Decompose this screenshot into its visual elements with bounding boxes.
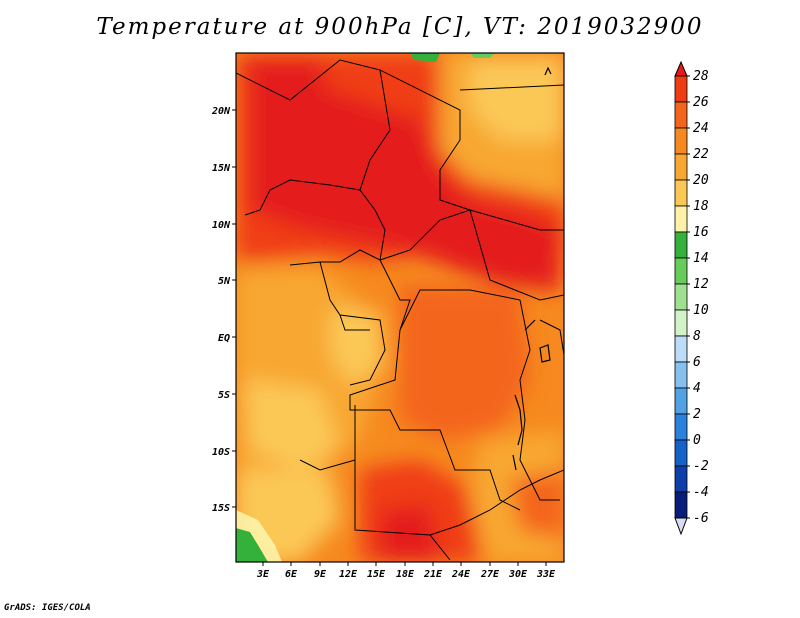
region-gabon xyxy=(330,310,385,385)
colorbar-swatch xyxy=(674,127,688,155)
lon-tick-label: 21E xyxy=(423,569,443,580)
temperature-field xyxy=(236,53,564,562)
colorbar-label: 10 xyxy=(693,303,709,318)
colorbar-label: 26 xyxy=(693,95,709,110)
colorbar-swatch xyxy=(674,491,688,519)
lat-tick-label: 10N xyxy=(212,220,231,231)
region-hot-nw xyxy=(245,60,330,120)
colorbar-label: 12 xyxy=(693,277,709,292)
region-sahel-core xyxy=(250,80,560,290)
colorbar-label: 20 xyxy=(693,173,709,188)
colorbar-swatch xyxy=(674,153,688,181)
lat-tick-label: EQ xyxy=(218,333,230,344)
colorbar-label: 6 xyxy=(693,355,701,370)
colorbar-label: -4 xyxy=(693,485,709,500)
grads-credit: GrADS: IGES/COLA xyxy=(4,603,91,613)
country-borders xyxy=(236,59,564,561)
lon-tick-label: 27E xyxy=(480,569,500,580)
colorbar-swatch xyxy=(674,257,688,285)
colorbar-swatch xyxy=(674,335,688,363)
chart-title: Temperature at 900hPa [C], VT: 201903290… xyxy=(96,14,704,40)
lon-ticks: 3E 6E 9E 12E 15E 18E 21E 24E 27E 30E 33E xyxy=(256,562,556,580)
lon-tick-label: 33E xyxy=(536,569,556,580)
colorbar-swatch xyxy=(674,309,688,337)
lon-tick-label: 3E xyxy=(256,569,270,580)
colorbar-label: 28 xyxy=(693,69,709,84)
colorbar-swatch xyxy=(674,387,688,415)
colorbar-label: 24 xyxy=(693,121,709,136)
colorbar-swatch xyxy=(674,75,688,103)
lakes xyxy=(512,66,552,471)
colorbar-swatch xyxy=(674,231,688,259)
colorbar-swatch xyxy=(674,465,688,493)
region-southwest-yellow xyxy=(236,510,282,562)
colorbar-swatch xyxy=(674,205,688,233)
colorbar-label: 4 xyxy=(693,381,701,396)
colorbar-swatch xyxy=(674,101,688,129)
colorbar-bottom-triangle xyxy=(674,517,688,536)
lat-ticks: 20N 15N 10N 5N EQ 5S 10S 15S xyxy=(211,106,236,514)
colorbar-swatch xyxy=(674,439,688,467)
lon-tick-label: 18E xyxy=(396,569,415,580)
colorbar-top-triangle xyxy=(674,60,688,77)
region-north-green-patch-2 xyxy=(470,53,495,58)
lon-tick-label: 6E xyxy=(285,569,298,580)
lon-tick-label: 12E xyxy=(339,569,358,580)
region-congo-basin xyxy=(400,285,530,440)
colorbar-label: 16 xyxy=(693,225,709,240)
colorbar-label: 0 xyxy=(693,433,701,448)
colorbar-label: 2 xyxy=(693,407,701,422)
colorbar-swatch xyxy=(674,413,688,441)
colorbar-swatch xyxy=(674,283,688,311)
colorbar-swatch xyxy=(674,179,688,207)
region-gulf-coast-light xyxy=(245,380,340,470)
colorbar-label: -6 xyxy=(693,511,709,526)
lat-tick-label: 5N xyxy=(218,276,231,287)
region-southeast-hot xyxy=(510,470,564,540)
map-frame xyxy=(235,52,565,563)
region-north-green-patch xyxy=(410,53,440,62)
region-southwest-corner xyxy=(236,528,268,562)
colorbar-label: 22 xyxy=(693,147,709,162)
lon-tick-label: 30E xyxy=(508,569,528,580)
lon-tick-label: 15E xyxy=(367,569,386,580)
colorbar-label: -2 xyxy=(693,459,709,474)
colorbar-label: 14 xyxy=(693,251,709,266)
lat-tick-label: 10S xyxy=(212,447,230,458)
lat-tick-label: 20N xyxy=(211,106,231,117)
colorbar-label: 18 xyxy=(693,199,709,214)
lat-tick-label: 5S xyxy=(218,390,230,401)
lat-tick-label: 15S xyxy=(212,503,230,514)
region-east-sudan-upper xyxy=(470,60,564,140)
lon-tick-label: 9E xyxy=(314,569,327,580)
colorbar-swatch xyxy=(674,361,688,389)
colorbar-label: 8 xyxy=(693,329,701,344)
lon-tick-label: 24E xyxy=(451,569,471,580)
lat-tick-label: 15N xyxy=(212,163,231,174)
